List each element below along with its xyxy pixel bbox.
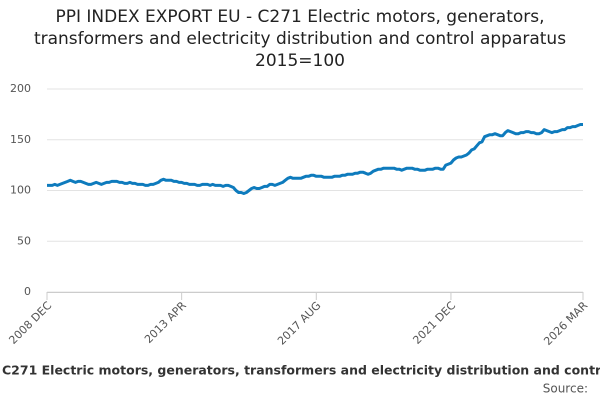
x-tick-label: 2026 MAR bbox=[541, 299, 590, 348]
line bbox=[47, 123, 583, 195]
x-tick-label: 2021 DEC bbox=[410, 299, 458, 347]
source: Source: bbox=[543, 382, 588, 396]
x-tick-label: 2013 APR bbox=[142, 299, 189, 346]
legend-label: PPI INDEX EXPORT EU - C271 Electric moto… bbox=[0, 363, 600, 378]
chart-title: PPI INDEX EXPORT EU - C271 Electric moto… bbox=[33, 7, 567, 71]
y-tick-label: 0 bbox=[24, 285, 31, 298]
x-tick-label: 2017 AUG bbox=[275, 299, 324, 348]
y-tick-label: 200 bbox=[10, 82, 31, 95]
y-tick-label: 100 bbox=[10, 184, 31, 197]
y-tick-label: 50 bbox=[17, 234, 31, 247]
x-tick-label: 2008 DEC bbox=[6, 299, 54, 347]
y-tick-label: 150 bbox=[10, 133, 31, 146]
